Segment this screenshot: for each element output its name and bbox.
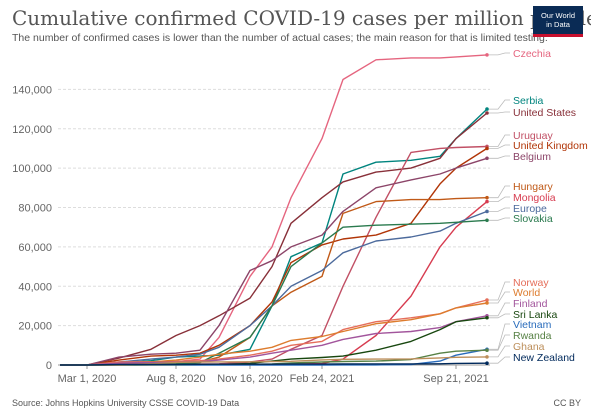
x-tick-label: Sep 21, 2021 (423, 373, 488, 385)
y-tick-label: 100,000 (12, 163, 52, 175)
series-end-point (485, 298, 489, 302)
series-end-point (485, 195, 489, 200)
series-label[interactable]: Vietnam (513, 319, 552, 331)
series-line-finland[interactable] (60, 315, 488, 366)
series-line-united-states[interactable] (60, 112, 488, 366)
y-tick-label: 80,000 (18, 203, 52, 215)
series-label[interactable]: Slovakia (513, 213, 553, 225)
series-end-point (485, 218, 489, 223)
series-line-uruguay[interactable] (60, 145, 488, 366)
label-connector (489, 356, 510, 364)
label-connector (489, 155, 510, 159)
x-tick-label: Aug 8, 2020 (146, 373, 205, 385)
series-end-point (485, 209, 489, 214)
series-line-world[interactable] (60, 302, 488, 366)
y-tick-label: 60,000 (18, 242, 52, 254)
series-end-point (485, 199, 489, 204)
series-line-europe[interactable] (60, 210, 488, 366)
x-tick-label: Mar 1, 2020 (58, 373, 117, 385)
series-line-serbia[interactable] (60, 108, 488, 366)
label-connector (489, 99, 510, 110)
series-label[interactable]: Uruguay (513, 130, 553, 142)
label-connector (489, 281, 510, 301)
series-label[interactable]: Sri Lanka (513, 309, 558, 321)
owid-logo[interactable]: Our World in Data (533, 6, 583, 37)
series-label[interactable]: Hungary (513, 181, 553, 193)
series-line-united-kingdom[interactable] (60, 147, 488, 366)
label-connector (489, 196, 510, 203)
chart-title: Cumulative confirmed COVID-19 cases per … (12, 6, 591, 30)
series-label[interactable]: Mongolia (513, 192, 556, 204)
series-end-point (485, 355, 489, 359)
series-label[interactable]: Finland (513, 298, 548, 310)
y-tick-label: 140,000 (12, 84, 52, 96)
y-tick-label: 0 (46, 360, 52, 372)
label-connector (489, 134, 510, 147)
license-label[interactable]: CC BY (553, 398, 581, 408)
y-tick-label: 40,000 (18, 281, 52, 293)
series-label[interactable]: New Zealand (513, 352, 575, 364)
label-connector (489, 323, 510, 350)
label-connector (489, 334, 510, 351)
series-label[interactable]: Belgium (513, 151, 551, 163)
label-connector (489, 345, 510, 358)
axis-layer: 0 20,000 40,000 60,000 80,000 100,000 120,000 1… (12, 84, 490, 385)
y-tick-label: 20,000 (18, 321, 52, 333)
series-label[interactable]: United States (513, 107, 576, 119)
label-connector (489, 313, 510, 319)
series-label[interactable]: Norway (513, 277, 549, 289)
series-label[interactable]: Czechia (513, 48, 551, 60)
series-line-mongolia[interactable] (60, 201, 488, 366)
series-line-hungary[interactable] (60, 197, 488, 366)
logo-line-1: Our World (540, 11, 576, 20)
series-end-point (485, 156, 489, 161)
chart-subtitle: The number of confirmed cases is lower t… (12, 32, 548, 44)
x-tick-label: Feb 24, 2021 (290, 373, 355, 385)
label-connector (489, 302, 510, 317)
series-layer (60, 53, 489, 366)
series-end-point (485, 111, 489, 115)
label-connector (489, 185, 510, 199)
x-tick-label: Nov 16, 2020 (217, 373, 282, 385)
series-label[interactable]: Rwanda (513, 330, 552, 342)
y-tick-label: 120,000 (12, 124, 52, 136)
label-connector (489, 52, 510, 56)
series-end-point (485, 301, 489, 305)
series-line-czechia[interactable] (60, 54, 488, 366)
series-end-point (485, 348, 489, 353)
label-connector (489, 291, 510, 304)
series-label[interactable]: World (513, 287, 540, 299)
label-connector (489, 207, 510, 212)
series-end-point (485, 146, 489, 151)
label-connector (489, 111, 510, 114)
grid-layer (58, 88, 490, 327)
label-connector (489, 144, 510, 149)
label-connector (489, 217, 510, 221)
series-end-point (485, 361, 489, 366)
series-label[interactable]: Serbia (513, 95, 544, 107)
series-label[interactable]: United Kingdom (513, 140, 588, 152)
series-label[interactable]: Ghana (513, 341, 545, 353)
series-line-belgium[interactable] (60, 157, 488, 366)
series-end-point (485, 315, 489, 320)
data-source[interactable]: Source: Johns Hopkins University CSSE CO… (12, 398, 240, 408)
series-label[interactable]: Europe (513, 203, 547, 215)
series-end-point (485, 107, 489, 111)
series-line-norway[interactable] (60, 299, 488, 366)
logo-line-2: in Data (546, 20, 570, 29)
series-end-point (485, 53, 489, 57)
series-line-new-zealand[interactable] (60, 362, 488, 366)
